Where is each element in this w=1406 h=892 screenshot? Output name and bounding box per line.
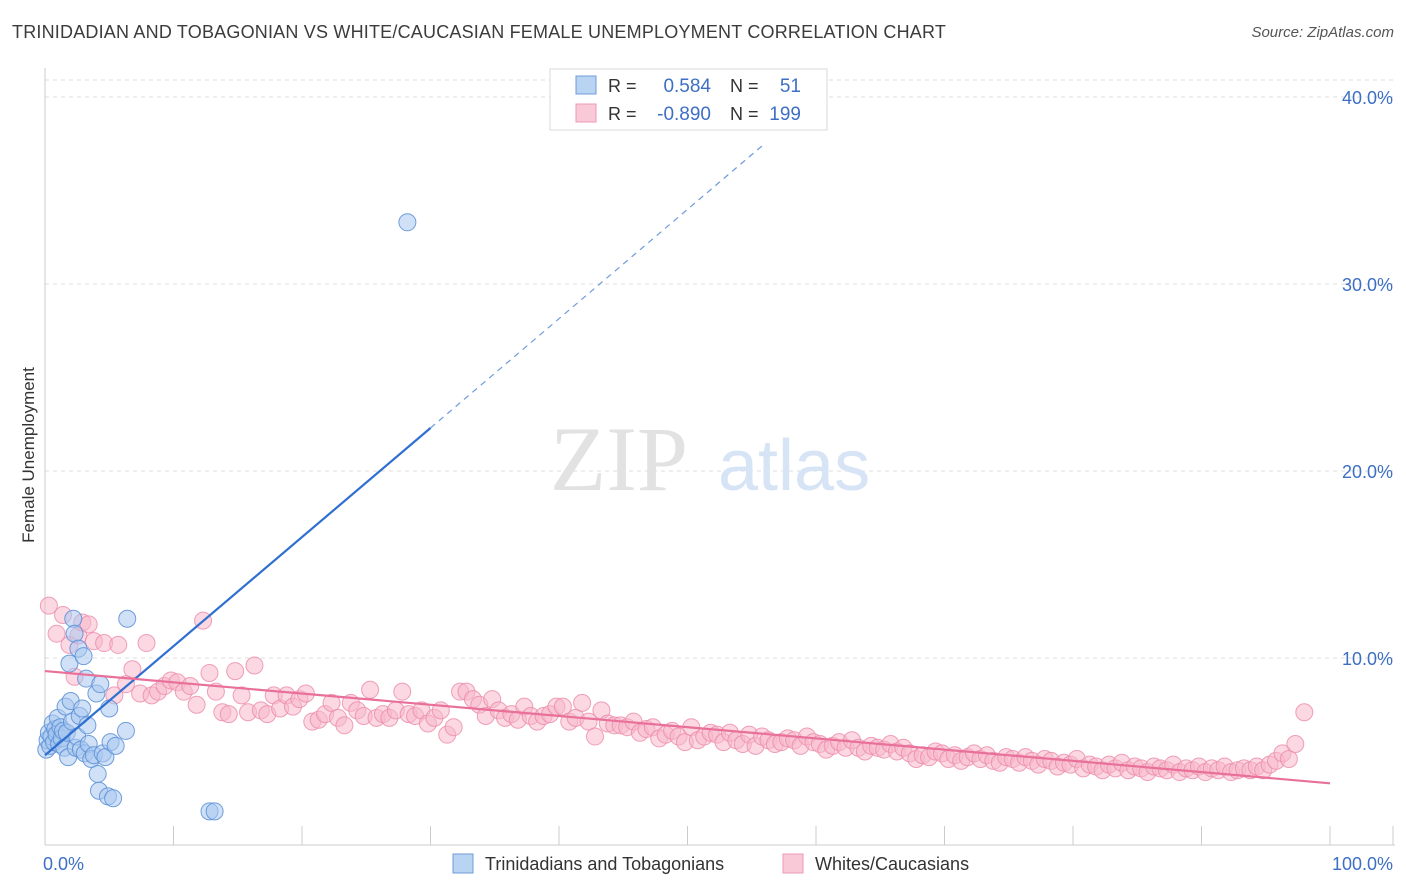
stats-n-value-pink: 199: [769, 104, 801, 125]
y-tick-label: 40.0%: [1342, 88, 1393, 108]
point-whites-caucasians: [137, 634, 156, 653]
trend-lines: [44, 143, 1331, 785]
point-whites-caucasians: [1279, 749, 1298, 768]
point-whites-caucasians: [444, 718, 463, 737]
point-whites-caucasians: [553, 697, 572, 716]
stats-r-label-pink: R =: [608, 104, 637, 124]
trend-line-whites: [44, 669, 1331, 785]
y-tick-label: 10.0%: [1342, 649, 1393, 669]
chart-title: TRINIDADIAN AND TOBAGONIAN VS WHITE/CAUC…: [12, 22, 947, 42]
point-trinidadians-tobagonians: [60, 654, 79, 673]
point-whites-caucasians: [1286, 735, 1305, 754]
stats-legend: R = 0.584 N = 51 R = -0.890 N = 199: [549, 68, 828, 131]
trend-line-trinidadians: [44, 427, 432, 757]
legend-label-trinidadians: Trinidadians and Tobagonians: [485, 854, 724, 874]
point-whites-caucasians: [109, 635, 128, 654]
point-trinidadians-tobagonians: [205, 802, 224, 821]
point-whites-caucasians: [116, 675, 135, 694]
point-trinidadians-tobagonians: [65, 624, 84, 643]
point-whites-caucasians: [585, 727, 604, 746]
axes: 10.0% 20.0% 30.0% 40.0% 0.0% 100.0%: [43, 68, 1395, 874]
point-trinidadians-tobagonians: [73, 699, 92, 718]
point-whites-caucasians: [1295, 703, 1314, 722]
point-trinidadians-tobagonians: [64, 609, 83, 628]
point-whites-caucasians: [39, 596, 58, 615]
point-whites-caucasians: [335, 716, 354, 735]
point-whites-caucasians: [573, 693, 592, 712]
point-whites-caucasians: [47, 624, 66, 643]
grid-lines: [45, 79, 1395, 659]
watermark-zip: ZIP: [550, 408, 688, 510]
point-trinidadians-tobagonians: [106, 736, 125, 755]
stats-r-label-blue: R =: [608, 76, 637, 96]
series-whites-caucasians: [39, 596, 1314, 782]
legend-swatch-whites: [782, 853, 804, 874]
point-whites-caucasians: [226, 662, 245, 681]
stats-n-label-pink: N =: [730, 104, 759, 124]
series-legend: Trinidadians and Tobagonians Whites/Cauc…: [452, 853, 969, 874]
point-trinidadians-tobagonians: [398, 213, 417, 232]
y-axis-label: Female Unemployment: [19, 367, 38, 543]
stats-r-value-blue: 0.584: [663, 76, 711, 97]
point-trinidadians-tobagonians: [116, 721, 135, 740]
point-trinidadians-tobagonians: [104, 789, 123, 808]
point-whites-caucasians: [219, 705, 238, 724]
x-tick-label-min: 0.0%: [43, 854, 84, 874]
point-trinidadians-tobagonians: [91, 675, 110, 694]
stats-legend-swatch-pink: [575, 103, 597, 123]
point-whites-caucasians: [393, 682, 412, 701]
stats-r-value-pink: -0.890: [657, 104, 711, 125]
y-tick-label: 20.0%: [1342, 462, 1393, 482]
x-tick-label-max: 100.0%: [1332, 854, 1393, 874]
stats-legend-swatch-blue: [575, 75, 597, 95]
watermark: ZIP atlas: [550, 408, 870, 510]
point-whites-caucasians: [361, 680, 380, 699]
trend-line-trinidadians-extension: [430, 143, 765, 429]
point-whites-caucasians: [181, 677, 200, 696]
point-whites-caucasians: [322, 693, 341, 712]
legend-label-whites: Whites/Caucasians: [815, 854, 969, 874]
point-trinidadians-tobagonians: [100, 699, 119, 718]
legend-swatch-trinidadians: [452, 853, 474, 874]
series-trinidadians-tobagonians: [37, 213, 417, 821]
point-whites-caucasians: [187, 695, 206, 714]
point-whites-caucasians: [200, 663, 219, 682]
point-trinidadians-tobagonians: [74, 647, 93, 666]
point-trinidadians-tobagonians: [88, 764, 107, 783]
y-tick-label: 30.0%: [1342, 275, 1393, 295]
stats-n-value-blue: 51: [780, 76, 801, 97]
watermark-atlas: atlas: [718, 426, 870, 506]
point-whites-caucasians: [232, 686, 251, 705]
stats-n-label-blue: N =: [730, 76, 759, 96]
source-label: Source: ZipAtlas.com: [1251, 24, 1394, 41]
point-whites-caucasians: [245, 656, 264, 675]
point-trinidadians-tobagonians: [118, 609, 137, 628]
